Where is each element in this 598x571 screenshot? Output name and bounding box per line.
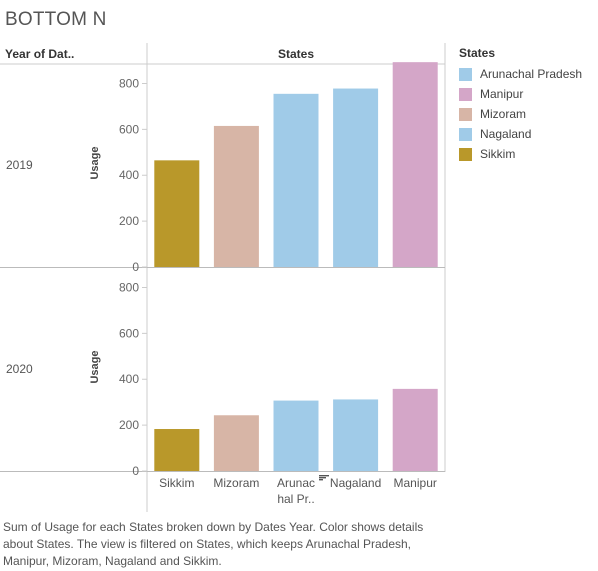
x-tick-label-line: Manipur	[394, 476, 437, 490]
y-tick-label: 0	[132, 464, 139, 478]
chart-caption: Sum of Usage for each States broken down…	[3, 520, 424, 568]
x-tick-label: Arunac hal Pr..	[277, 476, 315, 506]
bar-manipur-2020	[392, 388, 438, 471]
row-field-header[interactable]: Year of Dat..	[5, 47, 75, 61]
bar-sikkim-2020	[154, 429, 200, 471]
legend-item-mizoram[interactable]: Mizoram	[459, 104, 582, 124]
sort-icon-bar	[319, 477, 326, 479]
bar-arunachal-pradesh-2020	[273, 400, 319, 471]
sort-icon[interactable]	[319, 475, 329, 481]
legend-swatch	[459, 147, 472, 161]
y-tick-label: 600	[119, 326, 139, 340]
bar-arunachal-pradesh-2019	[273, 93, 319, 267]
y-tick-label: 400	[119, 168, 139, 182]
legend-title: States	[459, 46, 496, 60]
row-label-2020: 2020	[6, 362, 33, 376]
chart-title: BOTTOM N	[5, 9, 107, 30]
y-tick-label: 400	[119, 372, 139, 386]
x-tick-label-line: hal Pr..	[277, 492, 314, 506]
legend-label: Nagaland	[480, 127, 532, 141]
legend-label: Mizoram	[480, 107, 527, 121]
legend-swatch	[459, 67, 472, 81]
legend-swatch	[459, 87, 472, 101]
bar-nagaland-2019	[333, 88, 379, 267]
legend-swatch	[459, 127, 472, 141]
legend-label: Arunachal Pradesh	[480, 67, 583, 81]
panel-2020: 0 200 400 600 800	[119, 280, 438, 478]
y-tick-label: 800	[119, 76, 139, 90]
chart-frame	[0, 43, 446, 512]
x-tick-label: Manipur	[394, 476, 437, 490]
x-tick-label: Sikkim	[159, 476, 194, 490]
legend-item-nagaland[interactable]: Nagaland	[459, 124, 582, 144]
x-tick-label-line: Arunac	[277, 476, 315, 490]
chart-panels: 0 200 400 600 800 0 200 400 600 800	[119, 62, 438, 478]
legend-swatch	[459, 107, 472, 121]
y-tick-label: 600	[119, 122, 139, 136]
y-tick-label: 0	[132, 260, 139, 274]
bar-sikkim-2019	[154, 160, 200, 267]
bar-nagaland-2020	[333, 399, 379, 471]
x-tick-label: Mizoram	[213, 476, 259, 490]
legend-item-sikkim[interactable]: Sikkim	[459, 144, 582, 164]
y-tick-label: 800	[119, 280, 139, 294]
x-tick-label: Nagaland	[330, 476, 381, 490]
sort-icon-bar	[319, 475, 329, 477]
y-tick-label: 200	[119, 418, 139, 432]
x-axis-ticks: Sikkim Mizoram Arunac hal Pr.. Nagaland Manip…	[159, 475, 437, 506]
panel-2019: 0 200 400 600 800	[119, 62, 438, 274]
sort-icon-bar	[319, 479, 323, 481]
bar-mizoram-2019	[213, 125, 259, 267]
legend-item-arunachal-pradesh[interactable]: Arunachal Pradesh	[459, 64, 582, 84]
legend[interactable]: States Arunachal Pradesh Manipur Mizoram…	[459, 46, 582, 164]
x-tick-label-line: Sikkim	[159, 476, 194, 490]
legend-label: Sikkim	[480, 147, 516, 161]
bar-manipur-2019	[392, 62, 438, 267]
bar-mizoram-2020	[213, 415, 259, 471]
legend-label: Manipur	[480, 87, 524, 101]
row-label-2019: 2019	[6, 158, 33, 172]
x-tick-label-line: Nagaland	[330, 476, 381, 490]
y-tick-label: 200	[119, 214, 139, 228]
column-field-header[interactable]: States	[277, 47, 315, 61]
legend-item-manipur[interactable]: Manipur	[459, 84, 582, 104]
x-tick-label-line: Mizoram	[213, 476, 259, 490]
